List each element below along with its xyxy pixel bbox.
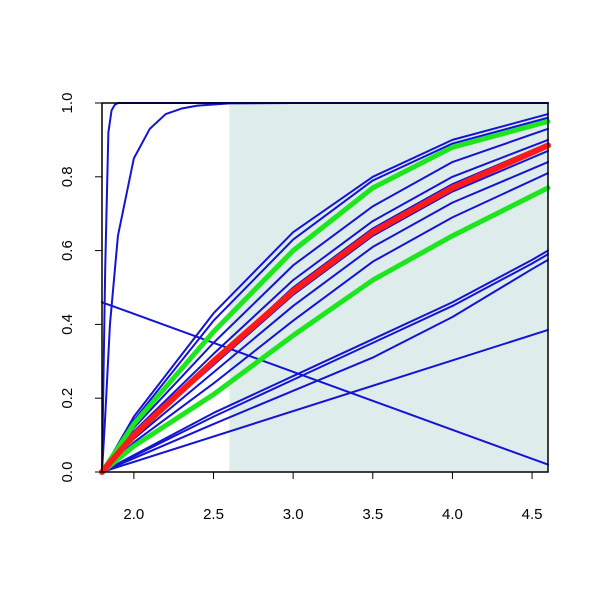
x-tick-label: 4.0 bbox=[442, 506, 463, 523]
x-tick-label: 3.5 bbox=[362, 506, 383, 523]
series-line-5-blue bbox=[101, 258, 549, 473]
x-tick-label: 3.0 bbox=[283, 506, 304, 523]
y-tick-label: 1.0 bbox=[59, 93, 76, 114]
series-line-8-blue bbox=[101, 172, 549, 473]
x-tick-label: 2.0 bbox=[123, 506, 144, 523]
series-line-18-red bbox=[99, 142, 551, 475]
series-line-6-blue bbox=[101, 253, 549, 473]
series-line-7-blue bbox=[101, 249, 549, 473]
x-tick-label: 2.5 bbox=[203, 506, 224, 523]
y-axis: 0.0 0.2 0.4 0.6 0.8 1.0 bbox=[59, 93, 103, 483]
series-lines bbox=[99, 102, 551, 475]
y-tick-label: 0.0 bbox=[59, 462, 76, 483]
series-line-4-blue bbox=[101, 328, 549, 473]
x-axis: 2.0 2.5 3.0 3.5 4.0 4.5 bbox=[123, 471, 543, 523]
x-tick-label: 4.5 bbox=[522, 506, 543, 523]
series-line-3-blue bbox=[101, 301, 549, 466]
y-tick-label: 0.4 bbox=[59, 314, 76, 335]
series-line-16-green bbox=[99, 185, 551, 475]
shaded-region bbox=[229, 103, 548, 472]
y-tick-label: 0.6 bbox=[59, 240, 76, 261]
series-line-14-blue bbox=[101, 113, 549, 473]
series-line-17-green bbox=[99, 118, 551, 475]
y-tick-label: 0.2 bbox=[59, 388, 76, 409]
y-tick-label: 0.8 bbox=[59, 166, 76, 187]
